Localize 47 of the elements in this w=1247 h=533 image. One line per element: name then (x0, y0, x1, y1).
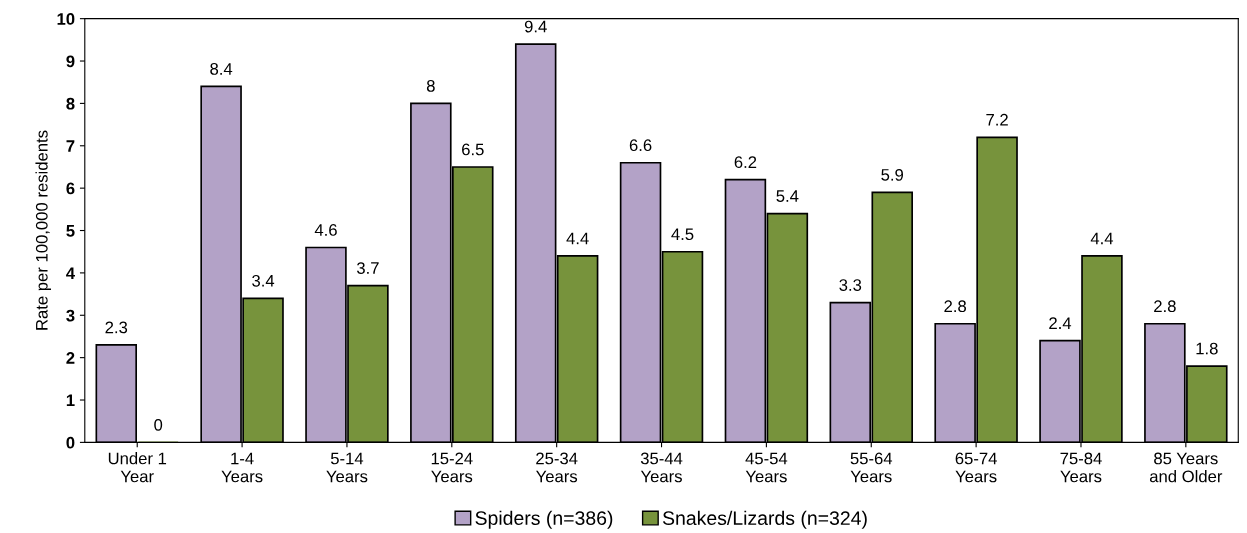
data-label: 2.8 (944, 300, 967, 313)
y-tick-label: 3 (66, 309, 75, 322)
y-tick-label: 0 (66, 436, 75, 449)
y-tick-label: 8 (66, 97, 75, 110)
data-label: 4.4 (1090, 232, 1114, 245)
data-label: 5.4 (776, 190, 799, 202)
data-label: 7.2 (986, 113, 1008, 126)
y-tick-label: 10 (57, 13, 75, 25)
y-tick-label: 1 (66, 394, 75, 407)
y-axis-title: Rate per 100,000 residents (35, 130, 51, 330)
y-tick-label: 7 (66, 140, 75, 152)
x-tick-label: 75-84 Years (1060, 452, 1102, 483)
data-label: 4.6 (314, 224, 337, 236)
data-label: 4.4 (566, 232, 589, 245)
data-label: 2.3 (105, 321, 128, 334)
data-label: 0 (154, 418, 163, 431)
x-tick-label: 65-74 Years (955, 452, 997, 483)
data-label: 9.4 (524, 20, 547, 33)
data-label: 6.2 (734, 156, 757, 169)
data-label: 2.8 (1154, 300, 1176, 313)
x-tick-label: 55-64 Years (850, 452, 893, 483)
data-label: 6.6 (629, 139, 652, 152)
x-tick-label: 1-4 Years (221, 452, 263, 483)
data-label: 8.4 (210, 63, 233, 75)
y-tick-label: 6 (66, 182, 75, 195)
data-label: 2.4 (1049, 317, 1072, 329)
legend-label: Snakes/Lizards (n=324) (662, 510, 867, 529)
data-label: 3.7 (356, 262, 379, 274)
data-label: 4.5 (671, 228, 694, 241)
x-tick-label: 5-14 Years (326, 452, 368, 483)
data-label: 1.8 (1196, 342, 1218, 355)
x-tick-label: 25-34 Years (536, 452, 578, 483)
x-tick-label: Under 1 Year (108, 452, 167, 483)
data-label: 5.9 (881, 168, 904, 181)
x-tick-label: 85 Years and Older (1149, 452, 1223, 483)
x-tick-label: 15-24 Years (431, 452, 473, 483)
data-label: 3.3 (839, 279, 862, 291)
data-label: 8 (426, 79, 435, 92)
x-tick-label: 35-44 Years (640, 452, 683, 483)
y-tick-label: 9 (66, 55, 75, 68)
y-tick-label: 4 (66, 267, 75, 279)
legend-label: Spiders (n=386) (475, 510, 613, 529)
y-tick-label: 2 (66, 352, 75, 364)
data-label: 3.4 (252, 274, 275, 287)
y-tick-label: 5 (66, 225, 75, 237)
data-label: 6.5 (462, 143, 484, 156)
x-tick-label: 45-54 Years (745, 452, 788, 483)
